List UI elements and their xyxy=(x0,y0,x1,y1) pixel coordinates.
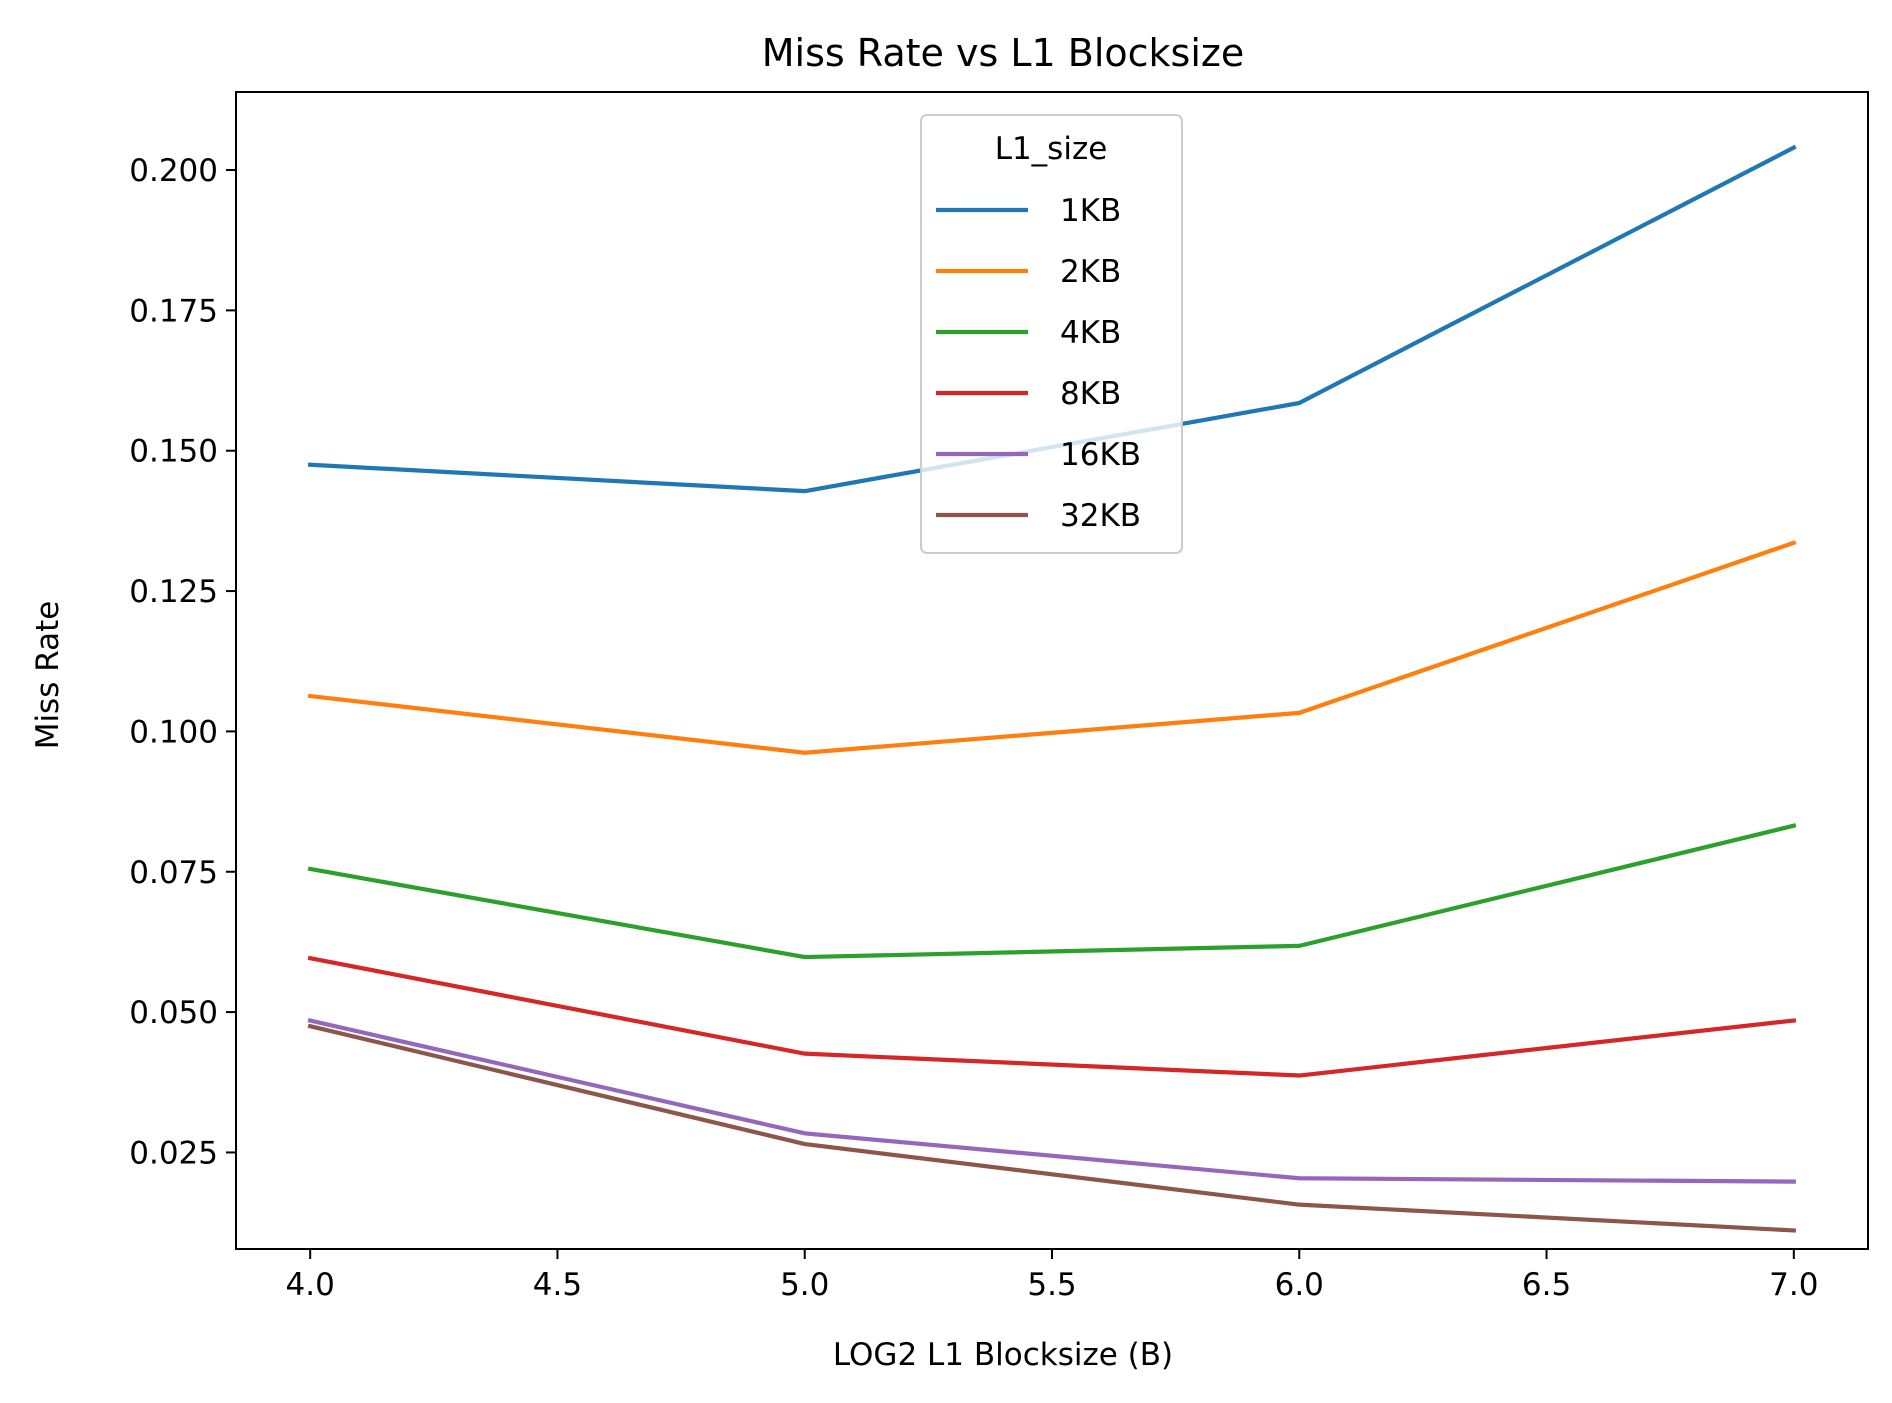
series-line-2kb xyxy=(307,540,1797,755)
series-line-16kb xyxy=(307,1018,1796,1184)
ticks-layer: 4.0 4.5 5.0 5.5 6.0 6.5 7.0 0.025 0.050 0.075 0.10… xyxy=(129,153,1818,1303)
legend-entry-8kb: 8KB xyxy=(1060,376,1121,412)
x-tick-label: 4.5 xyxy=(533,1267,582,1303)
y-axis-label: Miss Rate xyxy=(30,601,66,750)
legend-entry-2kb: 2KB xyxy=(1060,254,1121,290)
legend-title: L1_size xyxy=(995,131,1108,167)
series-layer xyxy=(307,144,1797,1233)
y-tick-label: 0.125 xyxy=(129,574,218,610)
series-line-32kb xyxy=(307,1023,1797,1233)
legend: L1_size 1KB 2KB 4KB 8KB 16KB 32KB xyxy=(920,114,1183,554)
x-axis-label: LOG2 L1 Blocksize (B) xyxy=(833,1337,1173,1373)
legend-entry-16kb: 16KB xyxy=(1060,437,1141,473)
x-tick-label: 4.0 xyxy=(286,1267,335,1303)
y-tick-label: 0.100 xyxy=(129,714,218,750)
plot-area-frame xyxy=(235,91,1869,1250)
x-tick-label: 7.0 xyxy=(1769,1267,1818,1303)
x-tick-label: 6.5 xyxy=(1522,1267,1571,1303)
legend-entry-1kb: 1KB xyxy=(1060,193,1121,229)
x-tick-label: 6.0 xyxy=(1275,1267,1324,1303)
x-tick-label: 5.5 xyxy=(1027,1267,1076,1303)
series-line-8kb xyxy=(307,955,1797,1078)
legend-entry-4kb: 4KB xyxy=(1060,315,1121,351)
y-tick-label: 0.050 xyxy=(129,995,218,1031)
legend-box xyxy=(920,114,1183,554)
series-line-4kb xyxy=(307,823,1797,960)
y-tick-label: 0.025 xyxy=(129,1135,218,1171)
y-tick-label: 0.175 xyxy=(129,293,218,329)
legend-entry-32kb: 32KB xyxy=(1060,498,1141,534)
chart-title: Miss Rate vs L1 Blocksize xyxy=(762,31,1244,75)
y-tick-label: 0.075 xyxy=(129,855,218,891)
y-tick-label: 0.200 xyxy=(129,153,218,189)
x-tick-label: 5.0 xyxy=(780,1267,829,1303)
y-tick-label: 0.150 xyxy=(129,434,218,470)
